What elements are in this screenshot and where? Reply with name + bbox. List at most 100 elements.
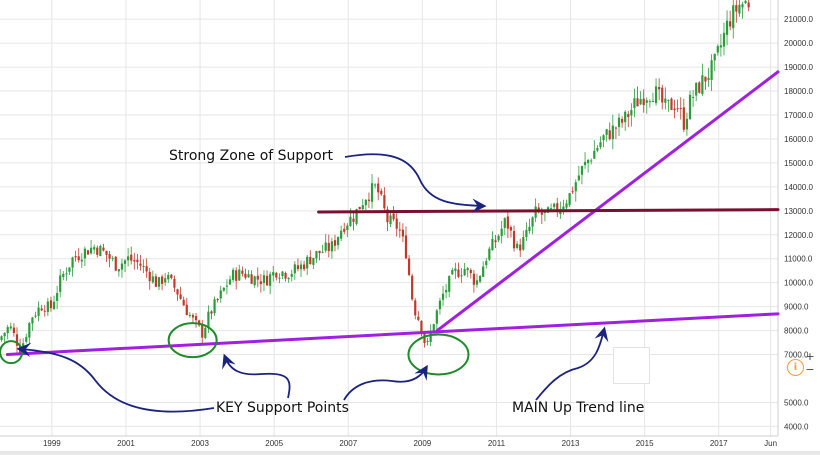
grid-layer <box>0 0 779 437</box>
candle-body <box>488 248 491 260</box>
candle-body <box>59 275 62 292</box>
candle-body <box>114 256 117 271</box>
annotation-arrow-mid <box>222 353 291 399</box>
candle-body <box>265 275 269 286</box>
y-tick-label: 18000.0 <box>784 87 813 96</box>
candle-body <box>235 270 238 281</box>
candle-body <box>336 237 340 246</box>
candle-body <box>157 277 161 287</box>
candle-body <box>176 289 179 295</box>
candle-body <box>435 310 438 324</box>
candle-body <box>108 254 111 259</box>
candle-body <box>105 250 108 255</box>
annotation-main-uptrend: MAIN Up Trend line <box>512 400 644 416</box>
candle-body <box>583 161 587 166</box>
candle-body <box>315 251 318 259</box>
candle-body <box>630 109 633 116</box>
x-tick-label: 2017 <box>710 439 728 448</box>
x-tick-label: 2009 <box>413 439 431 448</box>
candle-body <box>182 299 185 306</box>
main-uptrend-line <box>5 312 780 357</box>
candle-body <box>485 261 488 265</box>
candle-body <box>614 127 618 129</box>
candle-body <box>383 195 386 209</box>
candle-body <box>269 274 272 286</box>
y-tick-label: 14000.0 <box>784 183 813 192</box>
annotation-strong-zone: Strong Zone of Support <box>169 148 333 164</box>
candle-body <box>77 256 80 261</box>
support-circle <box>0 340 24 365</box>
y-tick-label: 5000.0 <box>784 398 809 407</box>
candle-body <box>478 276 482 282</box>
candle-body <box>228 279 232 285</box>
candle-body <box>587 160 590 164</box>
candle-body <box>679 107 682 109</box>
candle-body <box>540 212 543 215</box>
candle-body <box>56 293 59 301</box>
candle-body <box>599 142 602 148</box>
candle-body <box>549 208 553 210</box>
candle-body <box>682 107 685 130</box>
candle-body <box>722 32 726 47</box>
candle-body <box>747 2 750 8</box>
x-tick-label: Jun <box>764 439 777 448</box>
x-tick-label: 2005 <box>265 439 283 448</box>
candle-body <box>367 199 371 201</box>
x-tick-label: 2003 <box>191 439 209 448</box>
candle-body <box>80 259 83 262</box>
candle-body <box>605 129 608 135</box>
candle-body <box>562 206 565 210</box>
x-axis: 1999 2001 2003 2005 2007 2009 2011 2013 2015 2017… <box>43 439 777 448</box>
candle-body <box>414 300 417 316</box>
y-tick-label: 20000.0 <box>784 39 813 48</box>
candle-body <box>191 314 195 318</box>
candle-body <box>482 266 485 277</box>
y-tick-label: 4000.0 <box>784 422 809 431</box>
candle-body <box>117 269 120 272</box>
x-tick-label: 2011 <box>488 439 506 448</box>
zoom-in-button[interactable]: + <box>805 350 815 363</box>
candle-body <box>571 191 574 193</box>
candle-body <box>519 244 522 251</box>
candle-body <box>333 240 337 246</box>
candle-body <box>15 334 19 346</box>
candle-body <box>188 314 191 316</box>
candle-body <box>522 237 525 250</box>
info-icon[interactable]: i <box>787 359 804 376</box>
candle-body <box>593 150 596 159</box>
candle-body <box>460 275 463 277</box>
candle-body <box>664 98 667 103</box>
candle-body <box>352 218 355 222</box>
candle-body <box>89 247 93 254</box>
candle-body <box>145 266 148 272</box>
candle-body <box>401 229 404 237</box>
candle-body <box>111 258 114 260</box>
candle-body <box>164 278 167 283</box>
candle-body <box>272 272 275 276</box>
candle-body <box>3 332 6 337</box>
candles <box>0 0 750 355</box>
zoom-out-button[interactable]: − <box>805 363 815 376</box>
candle-body <box>49 300 53 309</box>
candle-body <box>627 114 630 118</box>
x-tick-label: 2001 <box>117 439 135 448</box>
candle-body <box>448 276 451 292</box>
candle-body <box>370 183 374 202</box>
annotation-arrow-zone <box>344 153 487 213</box>
candle-body <box>429 331 432 342</box>
x-tick-label: 2007 <box>339 439 357 448</box>
candle-body <box>707 77 710 80</box>
candle-body <box>0 336 3 340</box>
candle-body <box>299 264 303 270</box>
candle-body <box>658 87 661 90</box>
candle-body <box>142 266 145 268</box>
candle-body <box>213 299 216 314</box>
candle-body <box>426 340 429 342</box>
candle-body <box>729 21 732 27</box>
candle-body <box>475 280 479 285</box>
candle-body <box>154 276 158 287</box>
candle-body <box>574 182 577 192</box>
candle-body <box>364 199 367 206</box>
annotation-arrow-right <box>343 364 428 401</box>
candle-body <box>185 304 188 316</box>
